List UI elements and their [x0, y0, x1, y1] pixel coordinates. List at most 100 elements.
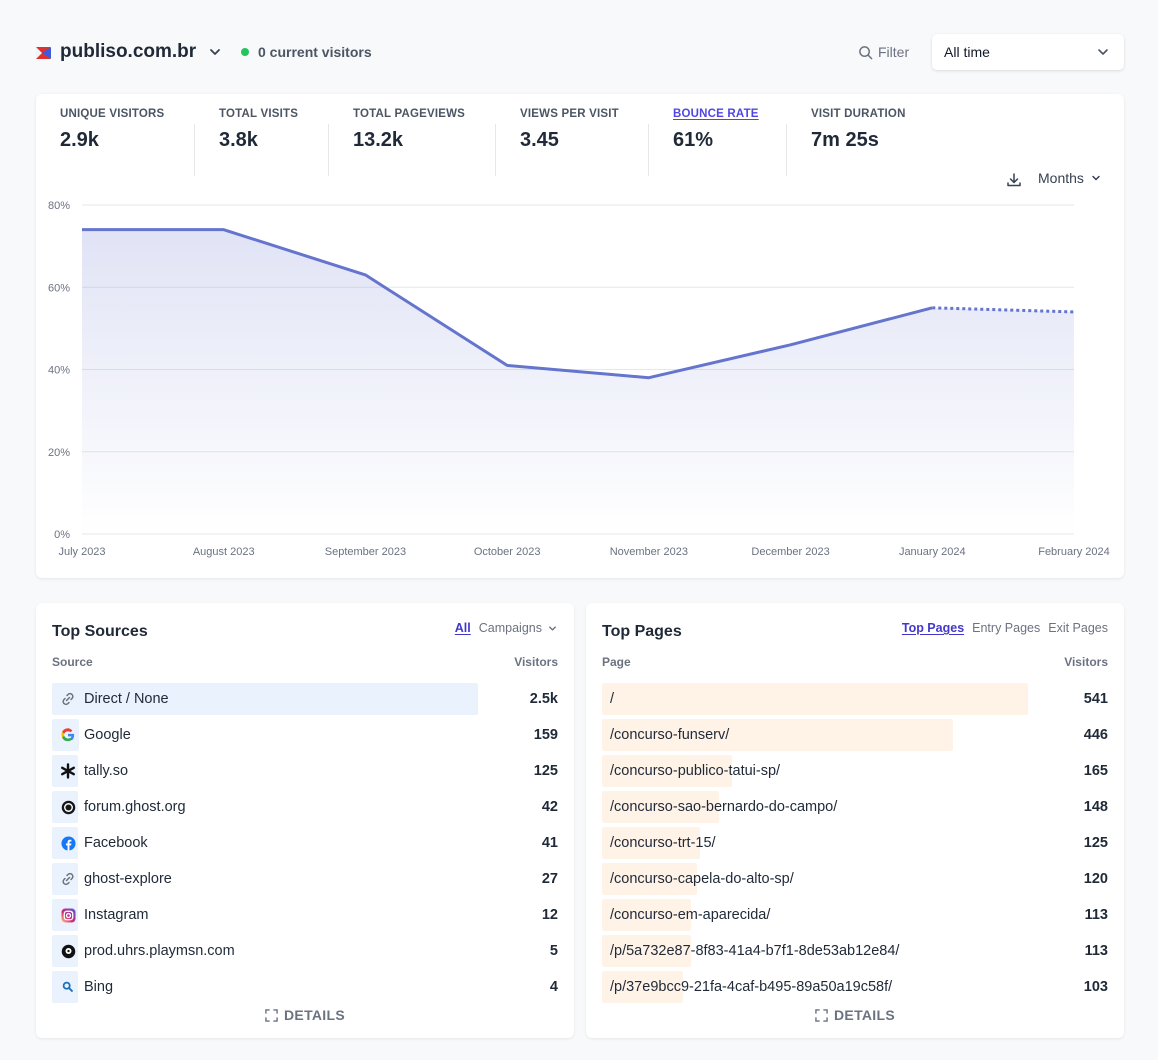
list-item-label[interactable]: ghost-explore [60, 863, 172, 895]
metric-views-per-visit[interactable]: VIEWS PER VISIT 3.45 [520, 108, 619, 162]
live-dot-icon [241, 48, 249, 56]
list-item-text: /concurso-trt-15/ [610, 835, 716, 851]
list-item-label[interactable]: Direct / None [60, 683, 169, 715]
data-point[interactable] [501, 359, 513, 371]
list-item-bar [602, 863, 697, 895]
list-item[interactable]: /concurso-em-aparecida/113 [602, 899, 1108, 931]
ghost-icon [60, 799, 76, 815]
details-label: DETAILS [284, 1007, 345, 1023]
list-item[interactable]: /concurso-sao-bernardo-do-campo/148 [602, 791, 1108, 823]
list-item-text: /concurso-capela-do-alto-sp/ [610, 871, 794, 887]
list-item[interactable]: / 541 [602, 683, 1108, 715]
list-item[interactable]: /concurso-trt-15/125 [602, 827, 1108, 859]
list-item-text: Google [84, 727, 131, 743]
list-item-label[interactable]: / [610, 683, 614, 715]
list-item-label[interactable]: Instagram [60, 899, 148, 931]
pages-details-button[interactable]: DETAILS [586, 1007, 1124, 1023]
list-item-label[interactable]: /concurso-funserv/ [610, 719, 729, 751]
metric-label: UNIQUE VISITORS [60, 108, 165, 120]
metric-bounce-rate[interactable]: BOUNCE RATE 61% [673, 108, 759, 162]
sources-details-button[interactable]: DETAILS [36, 1007, 574, 1023]
list-item[interactable]: /p/5a732e87-8f83-41a4-b7f1-8de53ab12e84/… [602, 935, 1108, 967]
x-tick-label: October 2023 [474, 546, 541, 558]
list-item[interactable]: /p/37e9bcc9-21fa-4caf-b495-89a50a19c58f/… [602, 971, 1108, 1003]
list-item[interactable]: /concurso-capela-do-alto-sp/120 [602, 863, 1108, 895]
list-item-label[interactable]: /concurso-trt-15/ [610, 827, 716, 859]
metric-value: 2.9k [60, 129, 99, 151]
filter-button[interactable]: Filter [858, 34, 909, 70]
list-item-label[interactable]: /concurso-capela-do-alto-sp/ [610, 863, 794, 895]
data-point[interactable] [643, 372, 655, 384]
interval-picker[interactable]: Months [1038, 170, 1102, 186]
list-item[interactable]: prod.uhrs.playmsn.com 5 [52, 935, 558, 967]
list-item[interactable]: /concurso-publico-tatui-sp/165 [602, 755, 1108, 787]
metric-total-pageviews[interactable]: TOTAL PAGEVIEWS 13.2k [353, 108, 465, 162]
list-item-text: Instagram [84, 907, 149, 923]
list-item[interactable]: Direct / None 2.5k [52, 683, 558, 715]
list-item-bar [52, 683, 478, 715]
tab-all[interactable]: All [454, 621, 471, 635]
data-point[interactable] [926, 302, 938, 314]
list-item[interactable]: Instagram 12 [52, 899, 558, 931]
data-point[interactable] [785, 339, 797, 351]
list-item[interactable]: /concurso-funserv/446 [602, 719, 1108, 751]
list-item-value: 5 [549, 943, 558, 959]
list-item-value: 541 [1083, 691, 1108, 707]
expand-icon [265, 1008, 278, 1022]
metric-value: 3.8k [219, 129, 258, 151]
list-item-label[interactable]: /concurso-sao-bernardo-do-campo/ [610, 791, 837, 823]
metric-total-visits[interactable]: TOTAL VISITS 3.8k [219, 108, 298, 162]
list-item-text: /p/37e9bcc9-21fa-4caf-b495-89a50a19c58f/ [610, 979, 893, 995]
top-pages-card: Top Pages Top Pages Entry Pages Exit Pag… [586, 603, 1124, 1038]
data-point[interactable] [76, 224, 88, 236]
main-graph-card: UNIQUE VISITORS 2.9k TOTAL VISITS 3.8k T… [36, 94, 1124, 578]
metric-visit-duration[interactable]: VISIT DURATION 7m 25s [811, 108, 906, 162]
tab-campaigns[interactable]: Campaigns [478, 621, 542, 635]
list-item-label[interactable]: forum.ghost.org [60, 791, 186, 823]
metric-unique-visitors[interactable]: UNIQUE VISITORS 2.9k [60, 108, 164, 162]
list-item-value: 4 [549, 979, 558, 995]
tab-entry-pages[interactable]: Entry Pages [972, 621, 1041, 635]
list-item-label[interactable]: Facebook [60, 827, 148, 859]
list-item-label[interactable]: /p/37e9bcc9-21fa-4caf-b495-89a50a19c58f/ [610, 971, 892, 1003]
area-fill [82, 229, 1074, 535]
sources-tabs: All Campaigns [447, 621, 558, 635]
list-item-text: Direct / None [84, 691, 169, 707]
list-item-value: 103 [1083, 979, 1108, 995]
list-item[interactable]: forum.ghost.org 42 [52, 791, 558, 823]
list-item-label[interactable]: Google [60, 719, 131, 751]
chevron-down-icon[interactable] [547, 623, 558, 634]
y-tick-label: 0% [54, 529, 70, 541]
tally-icon [60, 763, 76, 779]
metric-value: 61% [673, 129, 714, 151]
tab-exit-pages[interactable]: Exit Pages [1048, 621, 1108, 635]
download-icon[interactable] [1006, 172, 1022, 188]
list-item-label[interactable]: /concurso-em-aparecida/ [610, 899, 770, 931]
x-tick-label: July 2023 [58, 546, 105, 558]
data-point[interactable] [359, 269, 371, 281]
list-item[interactable]: tally.so 125 [52, 755, 558, 787]
list-item[interactable]: ghost-explore 27 [52, 863, 558, 895]
list-item[interactable]: Bing 4 [52, 971, 558, 1003]
list-item-label[interactable]: /p/5a732e87-8f83-41a4-b7f1-8de53ab12e84/ [610, 935, 899, 967]
list-item-label[interactable]: /concurso-publico-tatui-sp/ [610, 755, 780, 787]
list-item[interactable]: Google 159 [52, 719, 558, 751]
list-item-bar [52, 719, 80, 751]
list-item-value: 165 [1083, 763, 1108, 779]
metric-value: 13.2k [353, 129, 404, 151]
list-item-bar [602, 971, 683, 1003]
list-item-value: 125 [533, 763, 558, 779]
tab-top-pages[interactable]: Top Pages [901, 621, 965, 635]
list-item-label[interactable]: prod.uhrs.playmsn.com [60, 935, 235, 967]
data-point[interactable] [218, 224, 230, 236]
instagram-icon [60, 907, 76, 923]
expand-icon [815, 1008, 828, 1022]
list-item-label[interactable]: tally.so [60, 755, 128, 787]
dashboard-header: publiso.com.br 0 current visitors Filter… [36, 34, 1124, 70]
period-select[interactable]: All time [932, 34, 1124, 70]
current-visitors[interactable]: 0 current visitors [241, 34, 372, 70]
list-item-label[interactable]: Bing [60, 971, 113, 1003]
list-item[interactable]: Facebook 41 [52, 827, 558, 859]
data-point[interactable] [1068, 306, 1080, 318]
site-switcher[interactable]: publiso.com.br [36, 34, 222, 70]
